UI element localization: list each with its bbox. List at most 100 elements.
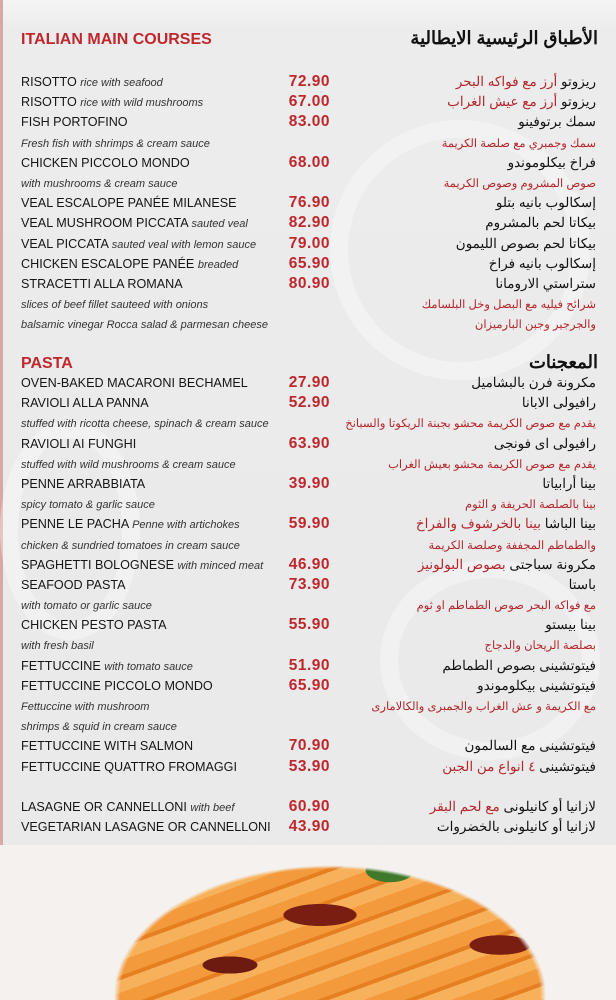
item-name-en: FISH PORTOFINO <box>21 115 128 129</box>
item-price: 67.00 <box>288 93 330 111</box>
item-name-en: CHICKEN PICCOLO MONDO <box>21 156 190 170</box>
item-name-ar: رافيولى اى فونجى <box>494 436 596 452</box>
item-name-ar: سمك برتوفينو <box>518 114 596 130</box>
item-name-en: LASAGNE OR CANNELLONI with beef <box>21 800 234 814</box>
item-price: 80.90 <box>288 274 330 292</box>
item-name: CHICKEN PICCOLO MONDO <box>21 155 190 170</box>
description-ar: صوص المشروم وصوص الكريمة <box>443 177 596 190</box>
item-name-en: FETTUCCINE with tomato sauce <box>21 659 193 673</box>
item-name-en: VEGETARIAN LASAGNE OR CANNELLONI <box>21 820 271 834</box>
item-name-ar: بينا أرابياتا <box>542 476 596 492</box>
item-price: 51.90 <box>288 656 330 674</box>
item-name-ar: فيتوتشينى ٤ انواع من الجبن <box>442 759 596 775</box>
item-name-arabic: لازانيا أو كانيلونى بالخضروات <box>436 819 596 835</box>
item-name-en: PENNE LE PACHA Penne with artichokes <box>21 517 240 531</box>
item-name-en: SEAFOOD PASTA <box>21 578 126 592</box>
menu-item-description: stuffed with ricotta cheese, spinach & c… <box>0 414 616 434</box>
item-name: PENNE LE PACHA <box>21 517 129 532</box>
menu-item: FISH PORTOFINO 83.00 سمك برتوفينو <box>0 113 616 133</box>
item-name-arabic: فراخ بيكلوموندو <box>507 154 596 170</box>
menu-item: OVEN-BAKED MACARONI BECHAMEL 27.90 مكرونة … <box>0 374 616 394</box>
left-border <box>0 0 3 845</box>
item-name-en: RAVIOLI ALLA PANNA <box>21 396 149 410</box>
description-en: Fresh fish with shrimps & cream sauce <box>21 137 210 150</box>
menu-item: CHICKEN PICCOLO MONDO 68.00 فراخ بيكلوموند… <box>0 154 616 174</box>
description-en: shrimps & squid in cream sauce <box>21 721 177 734</box>
item-name-arabic: فيتوتشينى بصوص الطماطم <box>442 657 596 673</box>
item-note-ar: بصوص البولونيز <box>417 556 506 572</box>
item-name-ar: ريزوتو أرز مع عيش الغراب <box>447 94 596 110</box>
item-name-arabic: إسكالوب بانيه فراخ <box>488 255 596 271</box>
item-note-ar: بينا بالخرشوف والفراخ <box>415 516 541 532</box>
item-name-en: FETTUCCINE QUATTRO FROMAGGI <box>21 760 237 774</box>
menu-item-description: balsamic vinegar Rocca salad & parmesan … <box>0 315 616 335</box>
menu-item-description: Fresh fish with shrimps & cream sauce سمك… <box>0 134 616 154</box>
lasagne-list: LASAGNE OR CANNELLONI with beef 60.90 لازا… <box>0 798 616 838</box>
item-name-en: VEAL PICCATA sauted veal with lemon sauc… <box>21 237 256 251</box>
menu-item: SPAGHETTI BOLOGNESE with minced meat 46.9… <box>0 556 616 576</box>
item-name-ar: فيتوتشينى مع السالمون <box>464 738 596 754</box>
menu-item: FETTUCCINE PICCOLO MONDO 65.90 فيتوتشينى ب… <box>0 677 616 697</box>
item-price: 27.90 <box>288 374 330 391</box>
item-name: FETTUCCINE <box>21 658 101 673</box>
item-name-ar: بيكاتا لحم بالمشروم <box>485 215 596 231</box>
item-name-arabic: إسكالوب بانيه بتلو <box>495 195 596 211</box>
item-name-en: OVEN-BAKED MACARONI BECHAMEL <box>21 376 248 390</box>
item-note-ar: أرز مع عيش الغراب <box>447 94 558 110</box>
item-name: FETTUCCINE WITH SALMON <box>21 739 194 754</box>
item-name-arabic: ستراستي الارومانا <box>495 275 596 291</box>
item-name-en: RISOTTO rice with wild mushrooms <box>21 95 203 109</box>
item-name-arabic: ريزوتو <box>561 94 596 110</box>
menu-item: CHICKEN PESTO PASTA 55.90 بينا بيستو <box>0 616 616 636</box>
menu-item: VEGETARIAN LASAGNE OR CANNELLONI 43.90 لاز… <box>0 818 616 838</box>
item-name-ar: لازانيا أو كانيلونى بالخضروات <box>437 819 596 835</box>
item-note-en: rice with seafood <box>80 77 163 89</box>
description-ar: شرائح فيليه مع البصل وخل البلسامك <box>421 299 596 312</box>
item-name: PENNE ARRABBIATA <box>21 476 146 491</box>
item-price: 70.90 <box>288 737 330 755</box>
description-ar: مع فواكه البحر صوص الطماطم او ثوم <box>416 600 596 613</box>
menu-item: CHICKEN ESCALOPE PANÉE breaded 65.90 إسكال… <box>0 255 616 275</box>
item-name-arabic: سمك برتوفينو <box>518 114 596 130</box>
description-en: stuffed with ricotta cheese, spinach & c… <box>21 418 269 431</box>
item-name-en: PENNE ARRABBIATA <box>21 477 145 491</box>
item-name-ar: مكرونة فرن بالبشاميل <box>471 375 596 391</box>
description-ar: بينا بالصلصة الحريفة و الثوم <box>465 499 596 512</box>
pasta-title-en: PASTA <box>21 355 73 372</box>
main-courses-title-en: ITALIAN MAIN COURSES <box>21 31 212 48</box>
menu-item: RISOTTO rice with wild mushrooms 67.00 ريز… <box>0 93 616 113</box>
item-name-ar: فيتوتشينى بصوص الطماطم <box>442 658 596 674</box>
item-name-en: STRACETTI ALLA ROMANA <box>21 277 183 291</box>
menu-item-description: shrimps & squid in cream sauce <box>0 717 616 737</box>
menu-item: SEAFOOD PASTA 73.90 باستا <box>0 576 616 596</box>
item-price: 65.90 <box>288 676 330 694</box>
item-price: 73.90 <box>288 575 330 593</box>
item-name-arabic: ريزوتو <box>561 74 596 89</box>
item-price: 76.90 <box>288 194 330 212</box>
item-name-en: RAVIOLI AI FUNGHI <box>21 437 136 451</box>
item-note-en: with beef <box>190 802 235 814</box>
item-name-arabic: فيتوتشينى <box>539 758 596 774</box>
menu-item-description: Fettuccine with mushroom مع الكريمة و عش … <box>0 697 616 717</box>
item-name: RAVIOLI AI FUNGHI <box>21 436 137 451</box>
item-name-en: VEAL MUSHROOM PICCATA sauted veal <box>21 216 248 230</box>
menu-item-description: with fresh basil بصلصة الريحان والدجاج <box>0 636 616 656</box>
menu-item: PENNE LE PACHA Penne with artichokes 59.9… <box>0 515 616 535</box>
description-en: with tomato or garlic sauce <box>21 600 152 613</box>
item-name-arabic: مكرونة سباجتى <box>509 556 596 572</box>
item-name-ar: رافيولى الابانا <box>522 395 596 411</box>
menu-item-description: slices of beef fillet sauteed with onion… <box>0 295 616 315</box>
item-price: 43.90 <box>288 818 330 836</box>
item-note-en: Penne with artichokes <box>132 519 240 532</box>
menu-item-description: spicy tomato & garlic sauce بينا بالصلصة … <box>0 495 616 515</box>
item-name: FISH PORTOFINO <box>21 115 128 130</box>
item-price: 65.90 <box>288 254 330 272</box>
item-name: VEGETARIAN LASAGNE OR CANNELLONI <box>21 820 271 835</box>
description-en: with mushrooms & cream sauce <box>21 177 178 190</box>
item-name-arabic: بينا الباشا <box>544 516 596 532</box>
item-note-en: breaded <box>197 258 239 271</box>
menu-item: FETTUCCINE with tomato sauce 51.90 فيتوتشي… <box>0 657 616 677</box>
item-price: 59.90 <box>288 515 330 533</box>
item-name-ar: باستا <box>569 577 596 593</box>
item-price: 46.90 <box>288 555 330 573</box>
